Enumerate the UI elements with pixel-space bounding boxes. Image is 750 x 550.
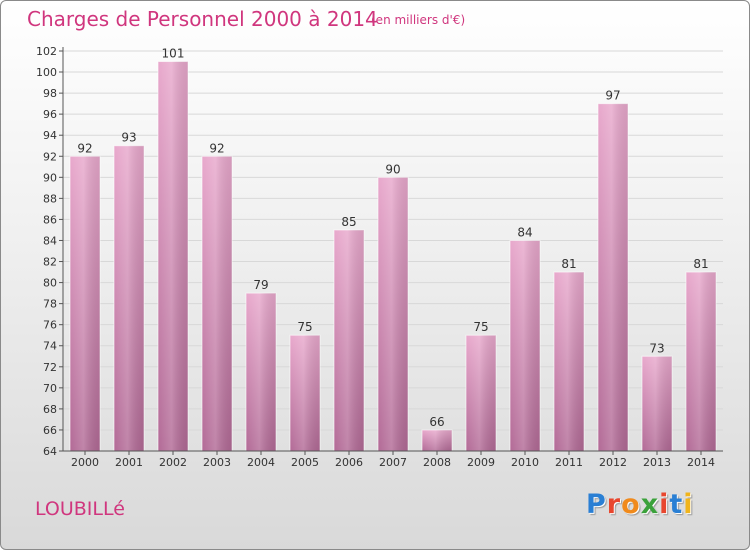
y-tick-label: 80	[43, 277, 57, 290]
y-tick-label: 90	[43, 171, 57, 184]
y-tick-label: 66	[43, 424, 57, 437]
x-tick-label: 2007	[379, 456, 407, 469]
chart-title: Charges de Personnel 2000 à 2014	[27, 7, 378, 31]
data-label: 81	[561, 257, 576, 271]
axes: 64 66 68 70 72 74 76 78 80 82 84 86 88 90 92 94 96 98 100 1…	[36, 45, 723, 469]
x-tick-label: 2011	[555, 456, 583, 469]
bar-shine	[202, 156, 232, 451]
bar-shine	[378, 177, 408, 451]
data-label: 85	[341, 215, 356, 229]
y-tick-label: 72	[43, 361, 57, 374]
x-tick-label: 2005	[291, 456, 319, 469]
data-label: 75	[297, 320, 312, 334]
data-label: 92	[77, 141, 92, 155]
y-tick-label: 76	[43, 319, 57, 332]
data-label: 90	[385, 162, 400, 176]
logo-letter: r	[606, 489, 622, 520]
y-tick-label: 98	[43, 87, 57, 100]
y-tick-label: 86	[43, 213, 57, 226]
x-tick-label: 2004	[247, 456, 275, 469]
data-label: 101	[162, 47, 185, 61]
data-label: 66	[429, 415, 444, 429]
logo-letter: t	[669, 489, 684, 520]
y-tick-label: 64	[43, 445, 57, 458]
y-tick-label: 74	[43, 340, 57, 353]
x-tick-label: 2006	[335, 456, 363, 469]
logo-letter: i	[683, 489, 694, 520]
y-tick-label: 88	[43, 192, 57, 205]
x-tick-label: 2003	[203, 456, 231, 469]
y-tick-label: 92	[43, 150, 57, 163]
y-tick-label: 102	[36, 45, 57, 58]
bar-shine	[422, 429, 452, 451]
bar-shine	[466, 335, 496, 451]
y-tick-label: 100	[36, 66, 57, 79]
bar-shine	[290, 335, 320, 451]
data-label: 75	[473, 320, 488, 334]
bar-shine	[554, 272, 584, 451]
logo-letter: P	[586, 489, 607, 520]
x-tick-label: 2008	[423, 456, 451, 469]
x-tick-label: 2010	[511, 456, 539, 469]
bar-shine	[158, 61, 188, 452]
bar-shine	[334, 229, 364, 451]
logo-letter: o	[621, 489, 641, 520]
data-label: 92	[209, 141, 224, 155]
x-tick-label: 2012	[599, 456, 627, 469]
y-tick-label: 78	[43, 298, 57, 311]
y-tick-label: 94	[43, 129, 57, 142]
y-tick-label: 96	[43, 108, 57, 121]
y-tick-label: 84	[43, 234, 57, 247]
data-label: 79	[253, 278, 268, 292]
x-tick-label: 2013	[643, 456, 671, 469]
data-labels: 92 93 101 92 79 75 85 90 66 75 84 81 97 73 81	[77, 47, 708, 429]
bar-shine	[510, 240, 540, 451]
bar-shine	[598, 103, 628, 451]
x-tick-label: 2002	[159, 456, 187, 469]
data-label: 73	[649, 341, 664, 355]
bar-shine	[114, 145, 144, 451]
proxiti-logo[interactable]: Proxiti	[586, 489, 694, 520]
bars	[69, 61, 717, 452]
bar-shine	[642, 356, 672, 451]
data-label: 81	[693, 257, 708, 271]
bar-shine	[686, 272, 716, 451]
data-label: 93	[121, 131, 136, 145]
data-label: 97	[605, 89, 620, 103]
x-tick-label: 2009	[467, 456, 495, 469]
y-tick-label: 82	[43, 256, 57, 269]
x-tick-label: 2001	[115, 456, 143, 469]
logo-letter: x	[640, 489, 660, 520]
commune-name: LOUBILLé	[35, 498, 125, 520]
chart-subtitle: (en milliers d'€)	[371, 13, 466, 27]
data-label: 84	[517, 225, 532, 239]
bar-shine	[246, 293, 276, 451]
bar-shine	[70, 156, 100, 451]
x-tick-label: 2000	[71, 456, 99, 469]
x-tick-label: 2014	[687, 456, 715, 469]
logo-letter: i	[659, 489, 670, 520]
y-tick-label: 70	[43, 382, 57, 395]
y-tick-label: 68	[43, 403, 57, 416]
